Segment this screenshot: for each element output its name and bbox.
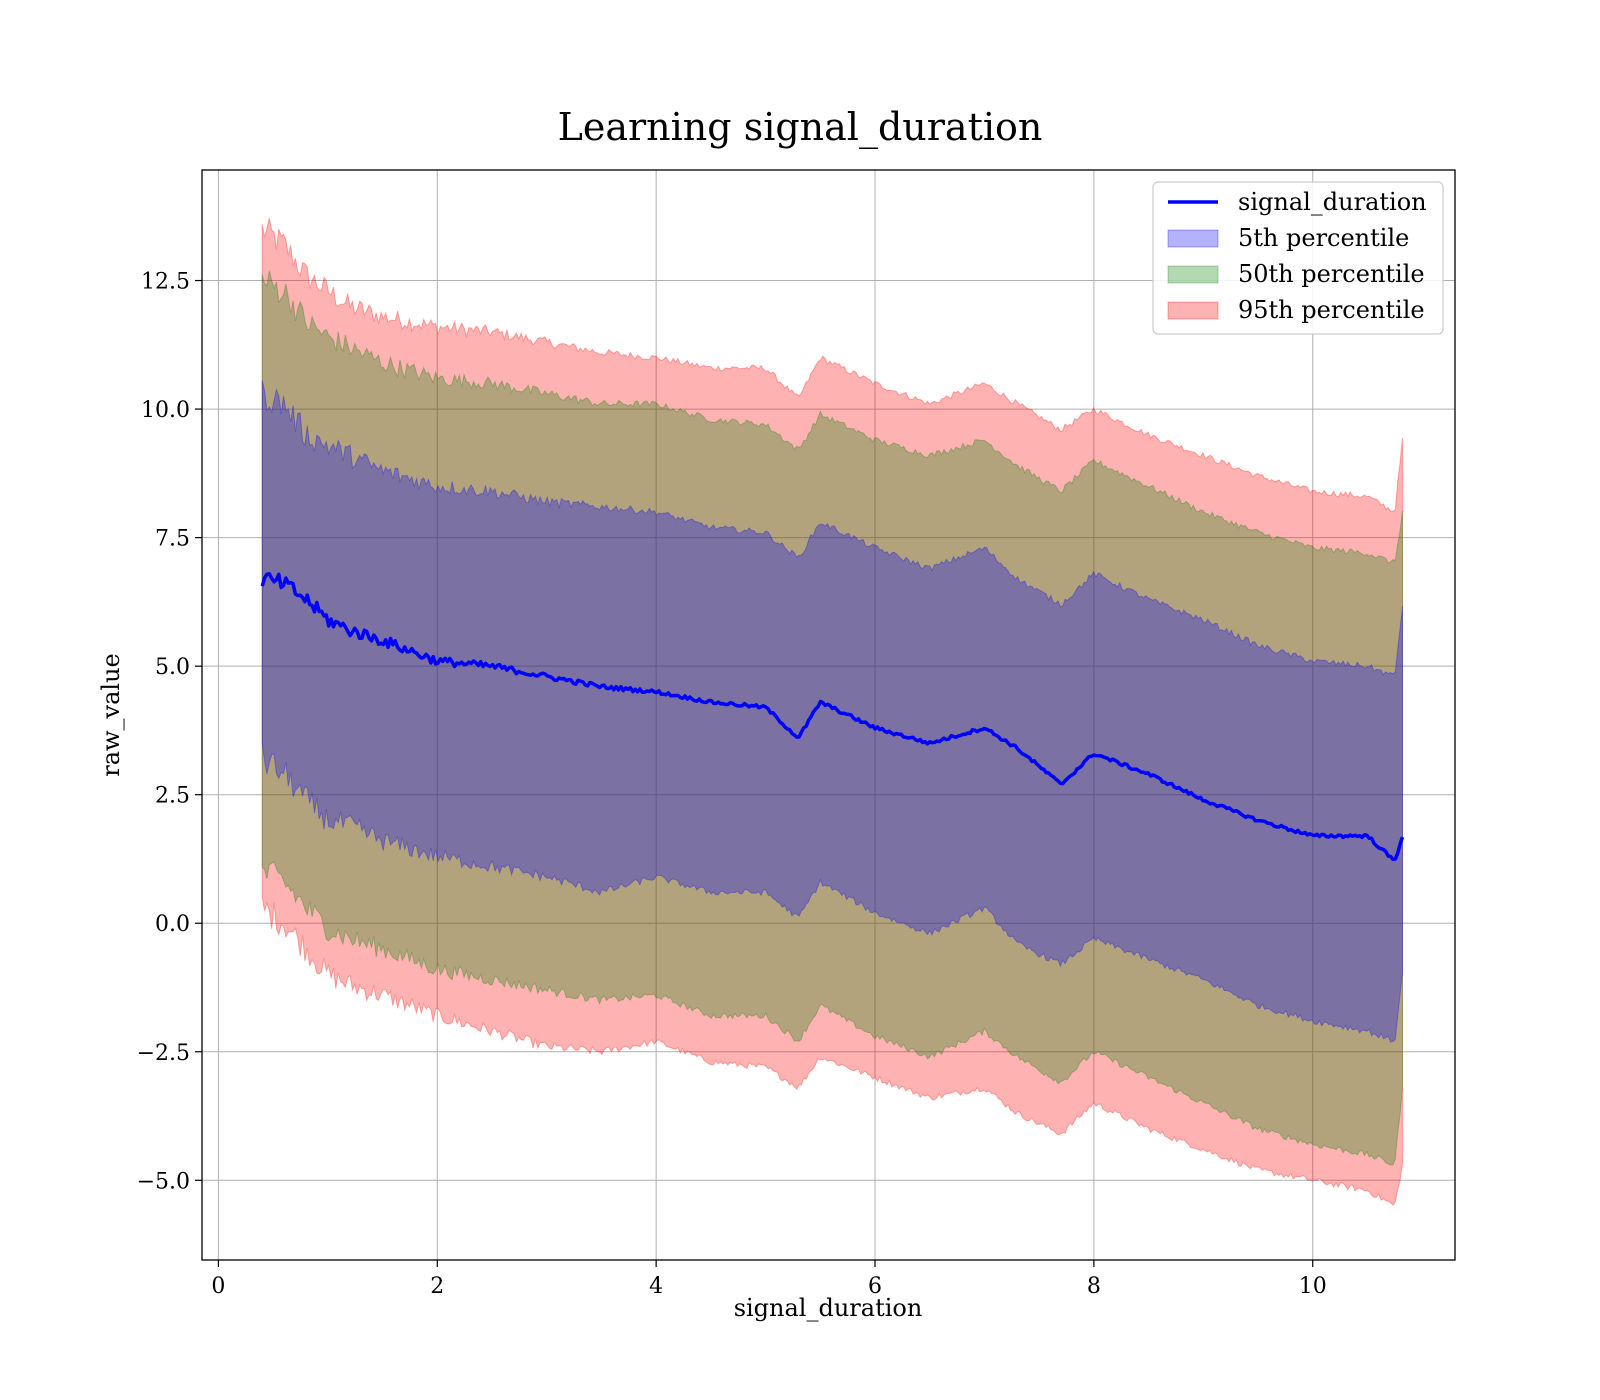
percentile-bands: [261, 218, 1403, 1206]
chart-title: Learning signal_duration: [558, 105, 1043, 150]
y-tick-label: 10.0: [141, 398, 190, 423]
y-axis-ticks: −5.0 −2.5 0.0 2.5 5.0 7.5 10.0 12.5: [137, 270, 202, 1194]
band-50th-percentile: [261, 270, 1403, 1166]
x-tick-label: 0: [211, 1274, 225, 1299]
y-tick-label: −5.0: [137, 1169, 190, 1194]
band-5th-percentile: [261, 380, 1403, 1043]
legend-label: 50th percentile: [1238, 260, 1425, 288]
y-tick-label: 12.5: [141, 270, 190, 295]
legend-label: 95th percentile: [1238, 296, 1425, 324]
y-tick-label: 7.5: [155, 527, 190, 552]
x-axis-ticks: 0 2 4 6 8 10: [211, 1260, 1327, 1299]
y-tick-label: −2.5: [137, 1041, 190, 1066]
band-95th-percentile: [261, 218, 1403, 1206]
legend-box: [1152, 181, 1444, 335]
x-tick-label: 6: [868, 1274, 882, 1299]
y-tick-label: 5.0: [155, 655, 190, 680]
legend-swatch-band: [1167, 229, 1219, 248]
series-lines: [260, 572, 1405, 862]
x-tick-label: 10: [1299, 1274, 1327, 1299]
line-signal_duration: [260, 572, 1405, 862]
y-axis-label: raw_value: [97, 653, 125, 777]
legend-swatch-band: [1167, 265, 1219, 284]
legend-label: 5th percentile: [1238, 224, 1409, 252]
x-axis-label: signal_duration: [734, 1294, 923, 1322]
x-tick-label: 4: [649, 1274, 663, 1299]
y-tick-label: 0.0: [155, 912, 190, 937]
legend-swatch-band: [1167, 301, 1219, 320]
plot-frame: [201, 169, 1456, 1261]
y-tick-label: 2.5: [155, 784, 190, 809]
legend-entries: signal_duration 5th percentile 50th percen…: [1167, 188, 1427, 324]
legend: signal_duration 5th percentile 50th percen…: [1152, 181, 1444, 335]
x-tick-label: 8: [1087, 1274, 1101, 1299]
x-tick-label: 2: [430, 1274, 444, 1299]
legend-label: signal_duration: [1238, 188, 1427, 216]
